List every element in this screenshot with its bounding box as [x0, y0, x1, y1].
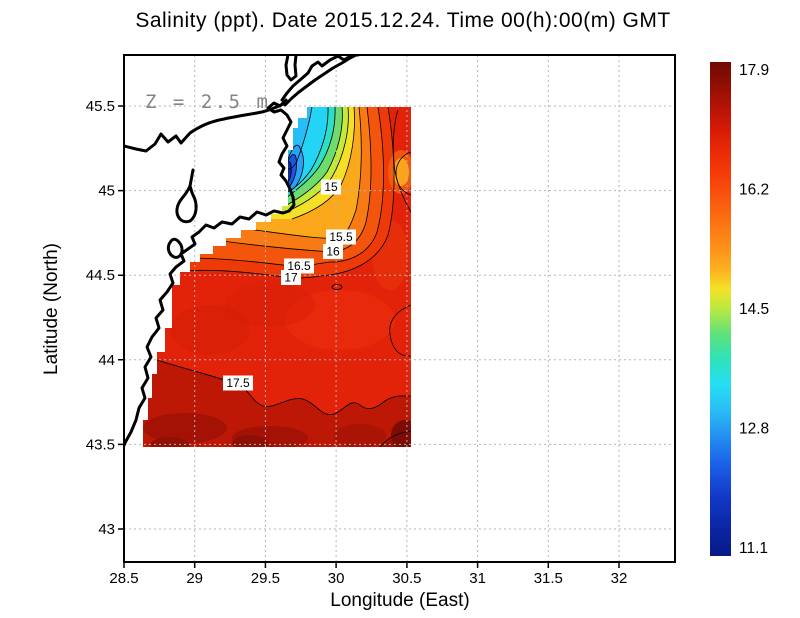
x-tick-label: 30 — [328, 570, 345, 587]
y-tick-label: 43.5 — [86, 436, 115, 453]
x-axis-title: Longitude (East) — [330, 590, 469, 611]
y-tick-label: 43 — [98, 521, 115, 538]
contour-label: 16.5 — [284, 258, 314, 274]
depth-annotation: Z = 2.5 m — [145, 91, 270, 113]
svg-text:17: 17 — [284, 271, 298, 285]
colorbar-label: 16.2 — [739, 182, 769, 199]
svg-text:15.5: 15.5 — [329, 230, 353, 244]
y-axis-title: Latitude (North) — [41, 243, 62, 375]
x-tick-label: 29.5 — [251, 570, 280, 587]
colorbar: 17.9 16.2 14.5 12.8 11.1 — [710, 62, 769, 557]
x-tick-label: 29 — [186, 570, 203, 587]
contour-label: 15 — [321, 179, 341, 195]
colorbar-label: 11.1 — [739, 540, 768, 557]
x-tick-label: 32 — [611, 570, 628, 587]
x-tick-label: 31 — [469, 570, 486, 587]
y-axis: 45.5 45 44.5 44 43.5 43 Latitude (North) — [41, 98, 124, 538]
contour-label: 17 — [281, 270, 301, 285]
x-tick-label: 31.5 — [534, 570, 563, 587]
svg-text:17.5: 17.5 — [226, 376, 250, 390]
plot-frame — [123, 54, 676, 563]
chart-title: Salinity (ppt). Date 2015.12.24. Time 00… — [135, 9, 670, 32]
colorbar-gradient — [710, 62, 731, 556]
y-tick-label: 45 — [98, 183, 115, 200]
x-axis: 28.5 29 29.5 30 30.5 31 31.5 32 Longitud… — [109, 562, 627, 611]
gridlines — [124, 55, 675, 562]
contour-label: 15.5 — [326, 229, 356, 245]
colorbar-label: 14.5 — [739, 301, 769, 318]
svg-text:16.5: 16.5 — [287, 259, 311, 273]
y-tick-label: 45.5 — [86, 98, 115, 115]
colorbar-label: 12.8 — [739, 421, 769, 438]
x-tick-label: 28.5 — [109, 570, 138, 587]
contour-label: 16 — [323, 244, 343, 259]
y-tick-label: 44 — [98, 352, 115, 369]
svg-text:15: 15 — [324, 180, 338, 194]
salinity-field — [143, 107, 411, 447]
contour-labels: 15 15.5 16 16.5 17 17.5 — [223, 179, 356, 391]
svg-text:16: 16 — [326, 245, 340, 259]
contour-label: 17.5 — [223, 375, 253, 391]
y-tick-label: 44.5 — [86, 267, 115, 284]
colorbar-label: 17.9 — [739, 62, 769, 79]
x-tick-label: 30.5 — [392, 570, 421, 587]
coastline — [124, 55, 360, 450]
